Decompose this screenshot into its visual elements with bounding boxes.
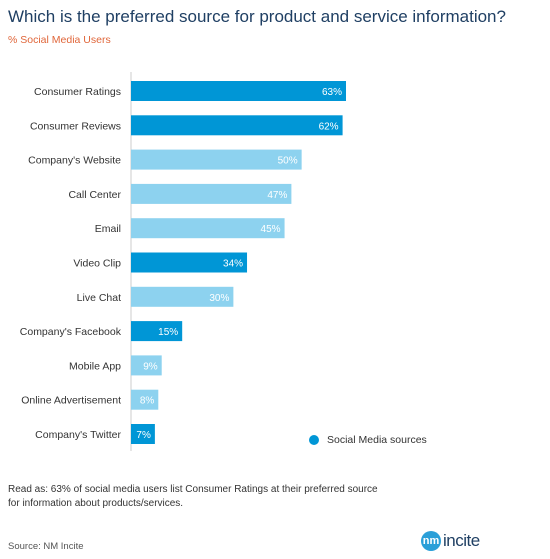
bar-6 bbox=[131, 286, 234, 307]
bar-10 bbox=[131, 424, 155, 444]
value-label-0: 63% bbox=[322, 87, 342, 98]
category-label-10: Company's Twitter bbox=[35, 429, 121, 441]
value-label-8: 9% bbox=[143, 361, 158, 372]
category-label-1: Consumer Reviews bbox=[30, 120, 121, 132]
bar-2 bbox=[131, 149, 302, 170]
bar-7 bbox=[131, 321, 183, 342]
value-label-9: 8% bbox=[140, 396, 155, 407]
bar-1 bbox=[131, 115, 343, 136]
bar-5 bbox=[131, 252, 248, 273]
nm-incite-logo: nm incite bbox=[421, 531, 480, 551]
category-label-3: Call Center bbox=[68, 189, 121, 201]
bar-4 bbox=[131, 218, 285, 239]
reading-note: Read as: 63% of social media users list … bbox=[8, 484, 378, 509]
bar-9 bbox=[131, 389, 159, 410]
category-label-7: Company's Facebook bbox=[20, 326, 122, 338]
legend-marker bbox=[309, 435, 319, 445]
value-label-3: 47% bbox=[267, 190, 287, 201]
value-label-1: 62% bbox=[319, 121, 339, 132]
value-label-2: 50% bbox=[278, 156, 298, 167]
value-label-6: 30% bbox=[209, 293, 229, 304]
value-label-4: 45% bbox=[261, 224, 281, 235]
bar-8 bbox=[131, 355, 162, 376]
legend: Social Media sources bbox=[309, 434, 427, 446]
chart-title: Which is the preferred source for produc… bbox=[8, 7, 506, 26]
category-label-8: Mobile App bbox=[69, 360, 121, 372]
category-label-0: Consumer Ratings bbox=[34, 86, 121, 98]
category-label-6: Live Chat bbox=[77, 292, 121, 304]
category-label-9: Online Advertisement bbox=[21, 395, 121, 407]
category-label-4: Email bbox=[95, 223, 121, 235]
bar-3 bbox=[131, 183, 292, 204]
source-text: Source: NM Incite bbox=[8, 541, 84, 552]
legend-label: Social Media sources bbox=[327, 434, 427, 446]
value-label-5: 34% bbox=[223, 259, 243, 270]
bar-0 bbox=[131, 81, 346, 101]
category-label-2: Company's Website bbox=[28, 155, 121, 167]
logo-badge: nm bbox=[421, 531, 441, 551]
bar-chart: Consumer Ratings 63% Consumer Reviews 62% Co… bbox=[20, 72, 346, 451]
value-label-7: 15% bbox=[158, 327, 178, 338]
value-label-10: 7% bbox=[136, 430, 151, 441]
category-label-5: Video Clip bbox=[73, 258, 121, 270]
logo-text: incite bbox=[443, 531, 480, 550]
chart-subtitle: % Social Media Users bbox=[8, 34, 111, 46]
